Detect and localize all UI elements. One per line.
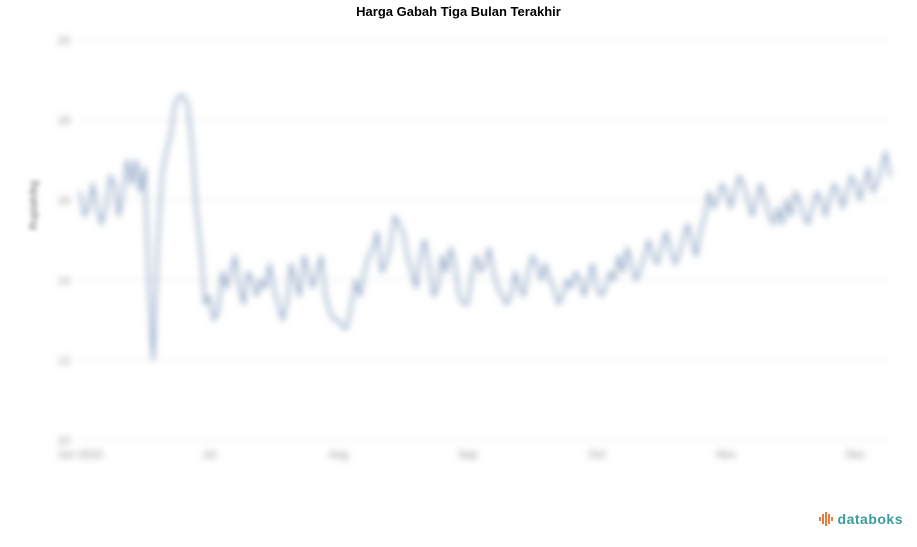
line-chart-svg: 10 12 14 16 18 20 Jun 2023 Jul Aug Sep Oct Nov Dec xyxy=(30,30,900,470)
chart-title: Harga Gabah Tiga Bulan Terakhir xyxy=(0,0,917,19)
databoks-icon xyxy=(818,511,834,527)
x-tick-label: Aug xyxy=(329,449,349,461)
x-tick-label: Nov xyxy=(716,449,736,461)
y-tick-label: 14 xyxy=(58,275,70,287)
y-tick-label: 12 xyxy=(58,355,70,367)
x-tick-label: Jul xyxy=(202,449,216,461)
x-tick-label: Oct xyxy=(588,449,605,461)
x-tick-label: Jun 2023 xyxy=(57,449,102,461)
y-tick-label: 20 xyxy=(58,35,70,47)
y-tick-label: 10 xyxy=(58,435,70,447)
x-tick-label: Dec xyxy=(846,449,866,461)
x-tick-label: Sep xyxy=(458,449,478,461)
databoks-logo: databoks xyxy=(818,511,903,527)
y-tick-label: 16 xyxy=(58,195,70,207)
price-series-line xyxy=(80,96,890,360)
chart-container: 10 12 14 16 18 20 Jun 2023 Jul Aug Sep Oct Nov Dec xyxy=(30,30,900,470)
y-tick-label: 18 xyxy=(58,115,70,127)
databoks-text: databoks xyxy=(838,511,903,527)
